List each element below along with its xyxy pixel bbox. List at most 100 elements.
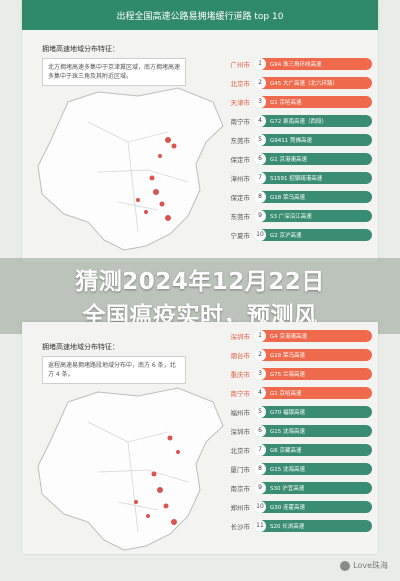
top-banner-title: 出程全国高速公路易拥堵缓行道路 top 10: [116, 11, 284, 22]
ranking-bar: 6 G1 京港澳高速: [254, 152, 372, 165]
rank-number-badge: 3: [254, 367, 266, 380]
ranking-row: 重庆市 3 G75 兰海高速: [210, 364, 372, 383]
ranking-row: 深圳市 1 G4 京港澳高速: [210, 326, 372, 345]
ranking-bar: 9 S3 广深沿江高速: [254, 209, 372, 222]
rank-number-badge: 8: [254, 462, 266, 475]
road-name: G4 京港澳高速: [270, 333, 308, 340]
ranking-city: 厦门市: [230, 465, 251, 474]
ranking-city: 宁夏市: [230, 231, 251, 240]
watermark-text: Love珠海: [353, 561, 388, 570]
ranking-city: 保定市: [230, 193, 251, 202]
bottom-desc-title: 拥堵高速地域分布特征：: [42, 343, 119, 351]
ranking-bar: 3 G75 兰海高速: [254, 367, 372, 380]
ranking-row: 北京市 7 G6 京藏高速: [210, 440, 372, 459]
road-name: G70 福银高速: [270, 409, 306, 416]
road-name: G1 京哈高速: [270, 390, 302, 397]
top-china-map: [37, 87, 224, 251]
ranking-city: 东莞市: [230, 136, 251, 145]
headline-line-1: 猜测2024年12月22日: [75, 269, 325, 295]
road-name: G75 兰海高速: [270, 371, 306, 378]
road-name: G45 大广高速（北六环路）: [270, 80, 339, 87]
road-name: G2 京沪高速: [270, 232, 302, 239]
ranking-row: 北京市 2 G45 大广高速（北六环路）: [210, 73, 372, 92]
top-infographic: 出程全国高速公路易拥堵缓行道路 top 10 拥堵高速地域分布特征： 北方拥堵高…: [22, 0, 378, 262]
ranking-city: 深圳市: [230, 427, 251, 436]
rank-number-badge: 4: [254, 386, 266, 399]
rank-number-badge: 3: [254, 95, 266, 108]
road-name: G9411 莞佛高速: [270, 137, 313, 144]
ranking-row: 福州市 5 G70 福银高速: [210, 402, 372, 421]
watermark: Love珠海: [340, 560, 388, 571]
ranking-city: 天津市: [230, 98, 251, 107]
ranking-row: 天津市 3 G1 京哈高速: [210, 92, 372, 111]
rank-number-badge: 2: [254, 76, 266, 89]
ranking-bar: 10 G2 京沪高速: [254, 228, 372, 241]
ranking-bar: 1 G94 珠三角环线高速: [254, 57, 372, 70]
ranking-row: 长沙市 11 S20 长浏高速: [210, 516, 372, 535]
ranking-city: 北京市: [230, 79, 251, 88]
top-map-outline: [37, 87, 224, 251]
ranking-city: 北京市: [230, 446, 251, 455]
ranking-bar: 1 G4 京港澳高速: [254, 329, 372, 342]
ranking-bar: 4 G1 京哈高速: [254, 386, 372, 399]
ranking-row: 郑州市 10 G30 连霍高速: [210, 497, 372, 516]
road-name: S30 沪宜高速: [270, 485, 305, 492]
wechat-icon: [340, 560, 351, 571]
road-name: G1 京哈高速: [270, 99, 302, 106]
ranking-city: 烟台市: [230, 351, 251, 360]
rank-number-badge: 11: [254, 519, 266, 532]
ranking-bar: 5 G9411 莞佛高速: [254, 133, 372, 146]
top-desc-box: 北方拥堵高速多集中于京津冀区域，南方拥堵高速多集中于珠三角及其附近区域。: [42, 58, 186, 86]
bottom-desc-box: 返程高速易拥堵路段地域分布中，南方 6 条，北方 4 条。: [42, 356, 186, 384]
ranking-city: 南宁市: [230, 389, 251, 398]
road-name: G72 泉南高速（西段）: [270, 118, 328, 125]
road-name: G18 荣乌高速: [270, 352, 306, 359]
top-desc-text: 北方拥堵高速多集中于京津冀区域，南方拥堵高速多集中于珠三角及其附近区域。: [48, 64, 181, 80]
ranking-row: 南宁市 4 G72 泉南高速（西段）: [210, 111, 372, 130]
rank-number-badge: 9: [254, 209, 266, 222]
ranking-city: 长沙市: [230, 522, 251, 531]
ranking-bar: 9 S30 沪宜高速: [254, 481, 372, 494]
bottom-map-outline: [37, 387, 224, 551]
top-map-hotspots: [136, 137, 177, 221]
ranking-bar: 2 G45 大广高速（北六环路）: [254, 76, 372, 89]
road-name: S3 广深沿江高速: [270, 213, 312, 220]
ranking-row: 厦门市 8 G15 沈海高速: [210, 459, 372, 478]
ranking-bar: 8 G15 沈海高速: [254, 462, 372, 475]
top-map-provinces: [87, 121, 189, 233]
ranking-city: 南京市: [230, 484, 251, 493]
rank-number-badge: 5: [254, 405, 266, 418]
bottom-map-provinces: [87, 421, 189, 533]
ranking-bar: 6 G15 沈海高速: [254, 424, 372, 437]
ranking-city: 保定市: [230, 155, 251, 164]
rank-number-badge: 6: [254, 152, 266, 165]
top-desc-title: 拥堵高速地域分布特征：: [42, 45, 119, 53]
ranking-city: 南宁市: [230, 117, 251, 126]
ranking-bar: 11 S20 长浏高速: [254, 519, 372, 532]
rank-number-badge: 10: [254, 500, 266, 513]
ranking-bar: 2 G18 荣乌高速: [254, 348, 372, 361]
ranking-row: 南京市 9 S30 沪宜高速: [210, 478, 372, 497]
ranking-city: 重庆市: [230, 370, 251, 379]
ranking-row: 保定市 8 G18 荣乌高速: [210, 187, 372, 206]
ranking-city: 东莞市: [230, 212, 251, 221]
ranking-row: 南宁市 4 G1 京哈高速: [210, 383, 372, 402]
headline-overlay: [0, 258, 400, 334]
rank-number-badge: 1: [254, 57, 266, 70]
ranking-row: 烟台市 2 G18 荣乌高速: [210, 345, 372, 364]
ranking-bar: 7 G6 京藏高速: [254, 443, 372, 456]
ranking-row: 保定市 6 G1 京港澳高速: [210, 149, 372, 168]
road-name: G94 珠三角环线高速: [270, 61, 322, 68]
ranking-city: 广州市: [230, 60, 251, 69]
road-name: G6 京藏高速: [270, 447, 302, 454]
ranking-row: 漳州市 7 S1591 招银疏港高速: [210, 168, 372, 187]
rank-number-badge: 5: [254, 133, 266, 146]
road-name: S1591 招银疏港高速: [270, 175, 323, 182]
rank-number-badge: 10: [254, 228, 266, 241]
ranking-city: 深圳市: [230, 332, 251, 341]
bottom-ranking-list: 深圳市 1 G4 京港澳高速 烟台市 2 G18 荣乌高速 重庆市 3 G75 兰海高速 南宁市 4…: [210, 326, 372, 535]
road-name: S20 长浏高速: [270, 523, 305, 530]
bottom-desc-text: 返程高速易拥堵路段地域分布中，南方 6 条，北方 4 条。: [48, 362, 176, 378]
ranking-bar: 4 G72 泉南高速（西段）: [254, 114, 372, 127]
ranking-bar: 10 G30 连霍高速: [254, 500, 372, 513]
